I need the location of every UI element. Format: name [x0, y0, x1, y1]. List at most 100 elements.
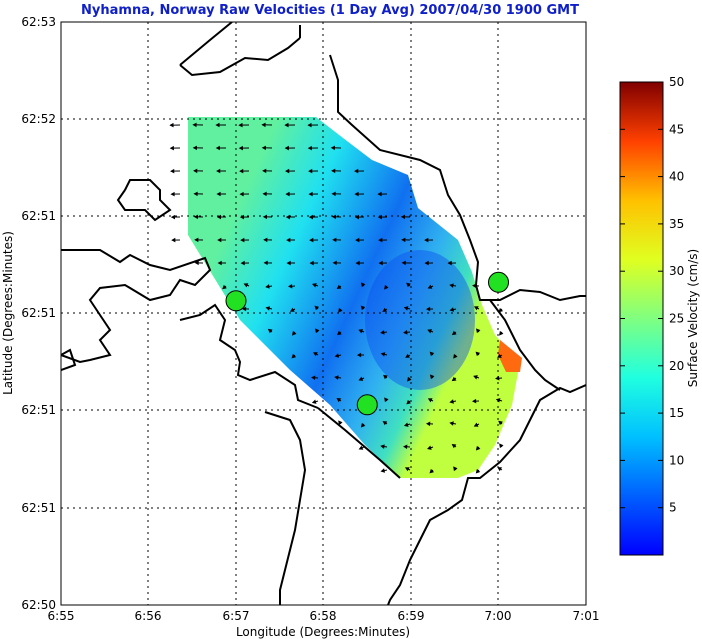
velocity-arrow-head — [403, 444, 408, 450]
colorbar-tick-label: 5 — [669, 501, 677, 515]
y-tick-label: 62:51 — [21, 306, 56, 320]
velocity-arrow-head — [265, 306, 271, 311]
velocity-arrow-head — [215, 122, 220, 128]
x-tick-label: 7:01 — [573, 609, 600, 623]
velocity-arrow-head — [311, 399, 317, 404]
colorbar-tick-label: 30 — [669, 264, 684, 278]
velocity-arrow-head — [215, 145, 220, 151]
x-axis: 6:55 6:56 6:57 6:58 6:59 7:00 7:01 — [48, 609, 600, 623]
velocity-arrow-head — [499, 443, 504, 449]
velocity-arrow-head — [238, 122, 243, 128]
velocity-arrow-head — [291, 353, 297, 359]
velocity-arrow-head — [262, 191, 267, 197]
velocity-arrow-head — [308, 168, 313, 174]
velocity-arrow-head — [284, 122, 289, 128]
site-east-marker — [488, 271, 509, 293]
velocity-arrow-head — [338, 420, 343, 426]
x-axis-label: Longitude (Degrees:Minutes) — [236, 625, 410, 639]
velocity-arrow-head — [401, 260, 406, 266]
velocity-arrow-head — [262, 214, 268, 220]
y-axis-label: Latitude (Degrees:Minutes) — [1, 231, 15, 395]
velocity-arrow-head — [453, 466, 458, 472]
velocity-arrow-head — [170, 191, 175, 197]
velocity-arrow-head — [331, 191, 336, 197]
velocity-arrow-head — [378, 237, 383, 243]
velocity-arrow-head — [499, 330, 504, 336]
velocity-arrow-head — [307, 122, 312, 128]
velocity-arrow-head — [169, 122, 174, 128]
velocity-arrow-head — [358, 329, 364, 334]
velocity-arrow-head — [449, 421, 454, 426]
velocity-arrow-head — [332, 237, 337, 243]
velocity-arrow-head — [384, 397, 389, 403]
velocity-arrow-head — [380, 352, 386, 357]
velocity-arrow-head — [429, 374, 435, 380]
velocity-arrow-head — [194, 260, 199, 266]
velocity-arrow-head — [336, 284, 342, 290]
velocity-arrow-head — [286, 237, 291, 243]
velocity-arrow-head — [194, 237, 199, 243]
velocity-arrow-head — [193, 191, 198, 197]
colorbar — [619, 81, 664, 556]
velocity-arrow-head — [473, 422, 479, 427]
velocity-arrow-head — [354, 214, 360, 220]
velocity-arrow-head — [405, 353, 410, 358]
velocity-arrow-head — [241, 306, 247, 312]
site-west-marker — [225, 290, 247, 312]
velocity-arrow-head — [451, 443, 457, 449]
velocity-arrow-head — [170, 214, 176, 220]
velocity-arrow-head — [407, 376, 412, 382]
velocity-arrow-head — [427, 445, 432, 450]
velocity-arrow-head — [403, 306, 409, 311]
x-tick-label: 6:58 — [310, 609, 337, 623]
velocity-arrow-head — [263, 237, 268, 243]
velocity-arrow-head — [473, 375, 478, 380]
velocity-arrow-head — [475, 351, 481, 357]
velocity-arrow-head — [261, 145, 266, 151]
velocity-arrow-head — [308, 214, 314, 220]
velocity-arrows — [169, 122, 504, 474]
colorbar-tick-label: 10 — [669, 453, 684, 467]
velocity-arrow-head — [360, 305, 366, 311]
velocity-arrow-head — [192, 122, 197, 128]
velocity-arrow-head — [312, 283, 317, 288]
velocity-arrow-head — [355, 260, 360, 266]
velocity-arrow-head — [382, 307, 388, 312]
y-tick-label: 62:52 — [21, 112, 56, 126]
velocity-arrow-head — [451, 376, 457, 382]
velocity-arrow-head — [338, 307, 343, 313]
colorbar-ticks: 5 10 15 20 25 30 35 40 45 50 — [620, 75, 684, 515]
velocity-arrow-head — [308, 191, 313, 197]
velocity-arrow-head — [427, 284, 433, 289]
x-tick-label: 6:55 — [48, 609, 75, 623]
velocity-arrow-head — [383, 374, 388, 380]
velocity-arrow-head — [288, 283, 293, 289]
velocity-arrow-head — [307, 145, 312, 151]
velocity-arrow-head — [427, 398, 433, 403]
plot-frame — [60, 21, 587, 606]
velocity-arrow-head — [262, 168, 267, 174]
velocity-arrow-head — [292, 330, 297, 336]
velocity-arrow-head — [330, 145, 335, 151]
velocity-arrow-head — [471, 398, 477, 404]
velocity-arrow-head — [171, 237, 176, 243]
velocity-arrow-head — [332, 260, 337, 266]
colorbar-tick-label: 40 — [669, 170, 684, 184]
velocity-arrow-head — [286, 260, 291, 266]
velocity-arrow-head — [169, 145, 174, 151]
velocity-arrow-head — [360, 422, 366, 428]
velocity-arrow-head — [472, 283, 477, 289]
velocity-arrow-head — [497, 467, 503, 472]
colorbar-tick-label: 15 — [669, 406, 684, 420]
velocity-arrow-head — [240, 237, 245, 243]
velocity-arrow-head — [216, 214, 221, 220]
velocity-arrow-head — [377, 191, 382, 197]
velocity-arrow-head — [447, 260, 452, 266]
velocity-arrow-head — [265, 284, 270, 289]
colorbar-tick-label: 25 — [669, 312, 684, 326]
y-tick-label: 62:50 — [21, 598, 56, 612]
velocity-arrow-head — [449, 283, 454, 288]
velocity-arrow-head — [495, 375, 500, 381]
velocity-arrow-head — [401, 237, 406, 243]
velocity-arrow-head — [498, 307, 504, 313]
